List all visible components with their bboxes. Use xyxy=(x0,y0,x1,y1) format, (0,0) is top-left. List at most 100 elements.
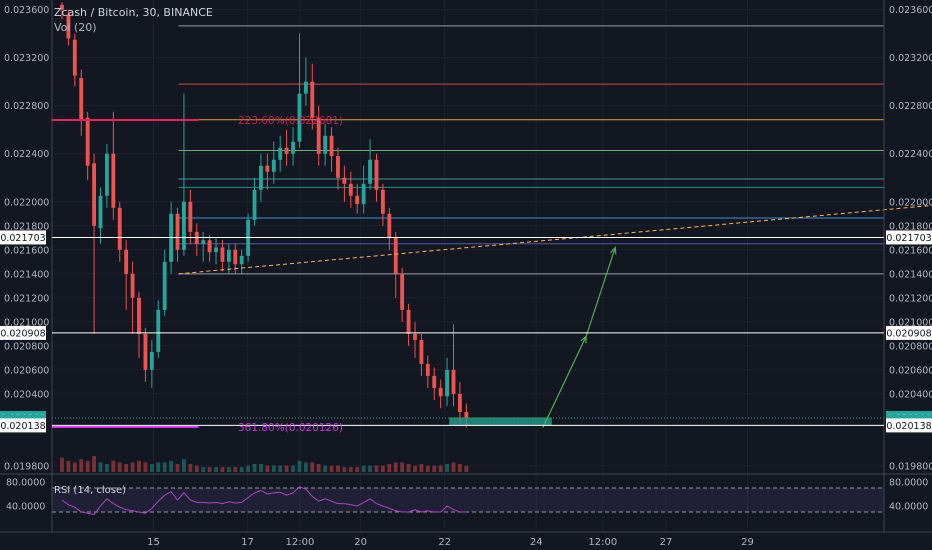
candle-body xyxy=(374,159,379,190)
price-badge-left xyxy=(0,418,46,433)
price-tick-label-right: 0.022000 xyxy=(889,197,932,208)
volume-bar xyxy=(336,465,340,472)
volume-bar xyxy=(432,465,437,472)
volume-bar xyxy=(310,462,315,472)
candle-body xyxy=(310,81,315,118)
volume-bar xyxy=(259,464,263,472)
grid-lines xyxy=(52,0,884,532)
candlestick-series xyxy=(60,2,469,428)
time-tick-label: 27 xyxy=(660,537,673,548)
volume-bar xyxy=(374,465,379,472)
price-badge-text-left: 0.020138 xyxy=(0,421,45,432)
candle-body xyxy=(457,393,462,412)
rsi-band xyxy=(52,488,884,512)
candle-body xyxy=(323,135,328,154)
candle-body xyxy=(156,309,161,352)
target-zone-box xyxy=(449,417,552,426)
price-tick-label-right: 0.019800 xyxy=(889,461,932,472)
volume-bar xyxy=(355,467,360,472)
candle-body xyxy=(226,249,231,262)
volume-bar xyxy=(419,464,424,472)
price-tick-label-right: 0.021400 xyxy=(889,269,932,280)
volume-bar xyxy=(156,462,161,472)
candle-body xyxy=(336,156,340,178)
price-tick-label-left: 0.019800 xyxy=(4,461,49,472)
volume-bar xyxy=(445,464,450,472)
candle-body xyxy=(303,81,308,94)
volume-bar xyxy=(130,462,135,472)
price-badge-text-right: 0.020138 xyxy=(886,421,931,432)
volume-bar xyxy=(60,457,64,472)
candle-body xyxy=(98,195,103,229)
price-tick-label-right: 0.021200 xyxy=(889,293,932,304)
price-badge-text-left: 0.021703 xyxy=(0,233,45,244)
volume-bar xyxy=(233,467,238,472)
price-tick-label-right: 0.022800 xyxy=(889,101,932,112)
symbol-title[interactable]: Zcash / Bitcoin, 30, BINANCE xyxy=(54,6,213,19)
volume-bar xyxy=(79,459,84,472)
candle-body xyxy=(201,240,206,244)
volume-bar xyxy=(438,465,443,472)
volume-bar xyxy=(124,464,129,472)
volume-bar xyxy=(393,462,398,472)
volume-bar xyxy=(284,465,289,472)
price-badge-left xyxy=(0,325,46,340)
volume-bar xyxy=(400,462,405,472)
candle-body xyxy=(451,369,456,394)
volume-bar xyxy=(297,460,302,472)
candle-body xyxy=(143,333,148,370)
price-badge-text-right: 0.020908 xyxy=(886,328,931,339)
volume-bar xyxy=(265,465,270,472)
volume-bar xyxy=(246,465,251,472)
price-tick-label-left: 0.021200 xyxy=(4,293,49,304)
candle-body xyxy=(387,213,392,238)
price-tick-label-right: 0.023600 xyxy=(889,5,932,16)
projection-arrowhead-1 xyxy=(580,334,587,344)
candle-body xyxy=(368,159,372,184)
volume-bar xyxy=(137,460,141,472)
fib-annotation-label: 361.80%(0.020126) xyxy=(238,422,343,434)
volume-bar xyxy=(111,460,116,472)
time-tick-label: 17 xyxy=(241,537,254,548)
volume-bar xyxy=(175,464,180,472)
candle-body xyxy=(413,333,417,340)
candle-body xyxy=(419,339,424,364)
price-tick-label-left: 0.020600 xyxy=(4,365,49,376)
volume-bar xyxy=(214,467,218,472)
volume-bar xyxy=(162,462,167,472)
candle-body xyxy=(445,369,450,397)
candle-body xyxy=(265,165,270,172)
price-tick-label-left: 0.022800 xyxy=(4,101,49,112)
price-badge-text-left: 0.020908 xyxy=(0,328,45,339)
volume-bar xyxy=(252,464,257,472)
candle-body xyxy=(400,273,405,310)
fib-annotation-label: 223.60%(0.022681) xyxy=(238,115,343,127)
volume-bar xyxy=(361,465,366,472)
volume-bar xyxy=(368,465,372,472)
volume-bar xyxy=(169,460,174,472)
rsi-tick-label-left: 80.0000 xyxy=(6,478,45,489)
volume-bar xyxy=(425,465,430,472)
price-badge-right xyxy=(886,418,932,433)
candle-body xyxy=(432,375,437,388)
volume-bar xyxy=(117,462,122,472)
volume-bar xyxy=(226,467,231,472)
volume-bar xyxy=(194,465,199,472)
volume-bars xyxy=(60,456,469,472)
rsi-indicator-label[interactable]: RSI (14, close) xyxy=(54,485,127,496)
candle-body xyxy=(104,153,109,196)
price-tick-label-left: 0.022000 xyxy=(4,197,49,208)
candle-body xyxy=(188,201,193,232)
candle-body xyxy=(348,183,353,196)
volume-bar xyxy=(149,464,154,472)
time-tick-label: 12:00 xyxy=(286,537,315,548)
volume-indicator-label[interactable]: Vol (20) xyxy=(54,21,97,34)
volume-bar xyxy=(342,467,347,472)
fib-annotations: 223.60%(0.022681) 361.80%(0.020126) xyxy=(52,115,343,434)
price-tick-label-left: 0.023600 xyxy=(4,5,49,16)
price-tick-label-left: 0.023200 xyxy=(4,53,49,64)
volume-bar xyxy=(348,467,353,472)
price-tick-label-left: 0.021800 xyxy=(4,221,49,232)
candle-body xyxy=(149,351,154,370)
